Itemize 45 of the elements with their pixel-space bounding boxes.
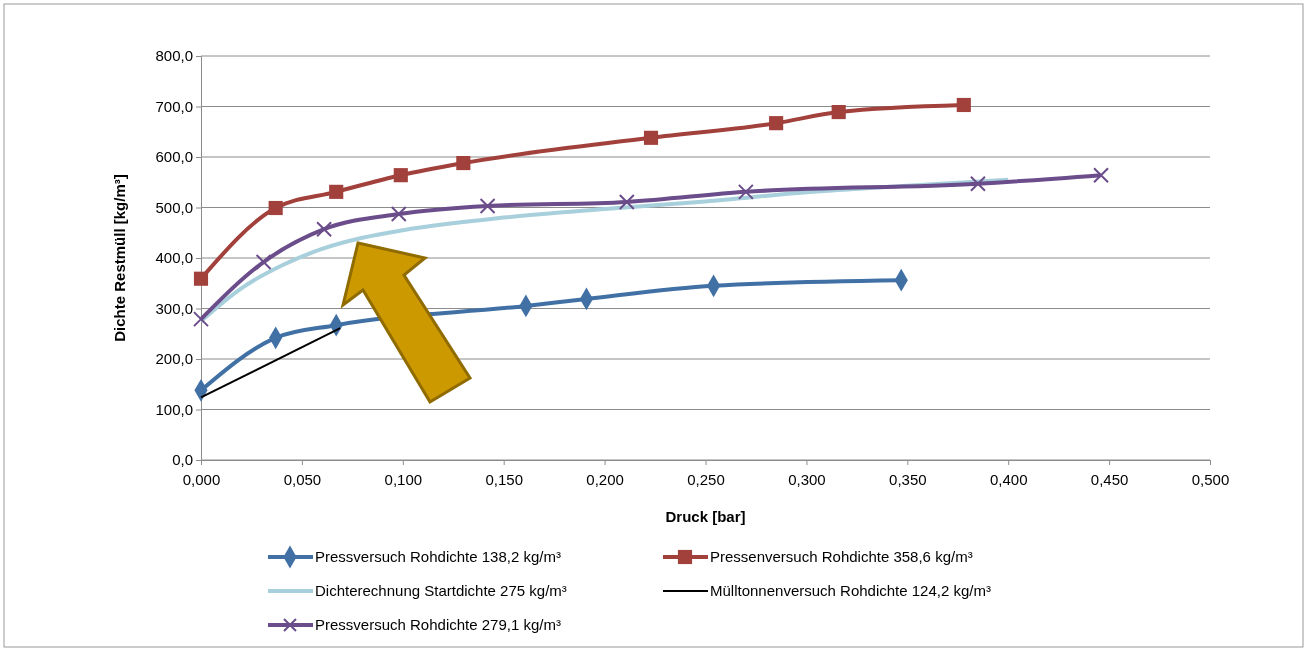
x-tick-label: 0,050 bbox=[283, 470, 322, 488]
x-axis-title: Druck [bar] bbox=[665, 508, 746, 525]
x-tick-label: 0,200 bbox=[586, 470, 624, 488]
x-tick-label: 0,400 bbox=[989, 470, 1028, 488]
point bbox=[479, 197, 496, 214]
y-tick-label: 300,0 bbox=[155, 299, 193, 317]
y-tick-label: 500,0 bbox=[155, 198, 193, 216]
legend-label: Pressversuch Rohdichte 138,2 kg/m³ bbox=[315, 548, 561, 565]
legend-label: Mülltonnenversuch Rohdichte 124,2 kg/m³ bbox=[710, 582, 991, 599]
x-tick-label: 0,300 bbox=[788, 470, 826, 488]
point bbox=[969, 175, 986, 192]
x-tick-label: 0,100 bbox=[384, 470, 423, 488]
y-tick-label: 800,0 bbox=[155, 47, 193, 65]
point bbox=[193, 311, 209, 328]
x-tick-label: 0,450 bbox=[1090, 470, 1129, 488]
point bbox=[956, 97, 971, 113]
point bbox=[316, 221, 333, 238]
point bbox=[329, 184, 344, 199]
point bbox=[193, 271, 209, 286]
legend-label: Pressversuch Rohdichte 279,1 kg/m³ bbox=[315, 616, 561, 633]
y-tick-label: 0,0 bbox=[172, 451, 193, 469]
x-tick-label: 0,250 bbox=[687, 470, 725, 488]
x-tick-label: 0,000 bbox=[182, 470, 221, 488]
legend-label: Pressenversuch Rohdichte 358,6 kg/m³ bbox=[710, 548, 973, 565]
y-tick-label: 600,0 bbox=[155, 148, 193, 166]
point bbox=[737, 183, 754, 200]
point bbox=[390, 206, 407, 223]
x-tick-label: 0,500 bbox=[1191, 470, 1230, 488]
point bbox=[456, 155, 471, 171]
point bbox=[618, 193, 635, 210]
x-tick-label: 0,350 bbox=[889, 470, 927, 488]
y-tick-label: 700,0 bbox=[155, 97, 193, 115]
point bbox=[769, 116, 784, 131]
legend-label: Dichterechnung Startdichte 275 kg/m³ bbox=[315, 582, 567, 599]
point bbox=[268, 200, 283, 216]
y-tick-label: 400,0 bbox=[155, 249, 193, 267]
y-tick-label: 200,0 bbox=[155, 350, 193, 368]
point bbox=[255, 254, 272, 271]
y-axis-title: Dichte Restmüll [kg/m³] bbox=[111, 174, 128, 342]
point bbox=[393, 168, 408, 183]
y-tick-label: 100,0 bbox=[155, 400, 193, 418]
point bbox=[831, 104, 846, 120]
point bbox=[643, 130, 659, 145]
point bbox=[1093, 167, 1110, 184]
x-tick-label: 0,150 bbox=[485, 470, 523, 488]
